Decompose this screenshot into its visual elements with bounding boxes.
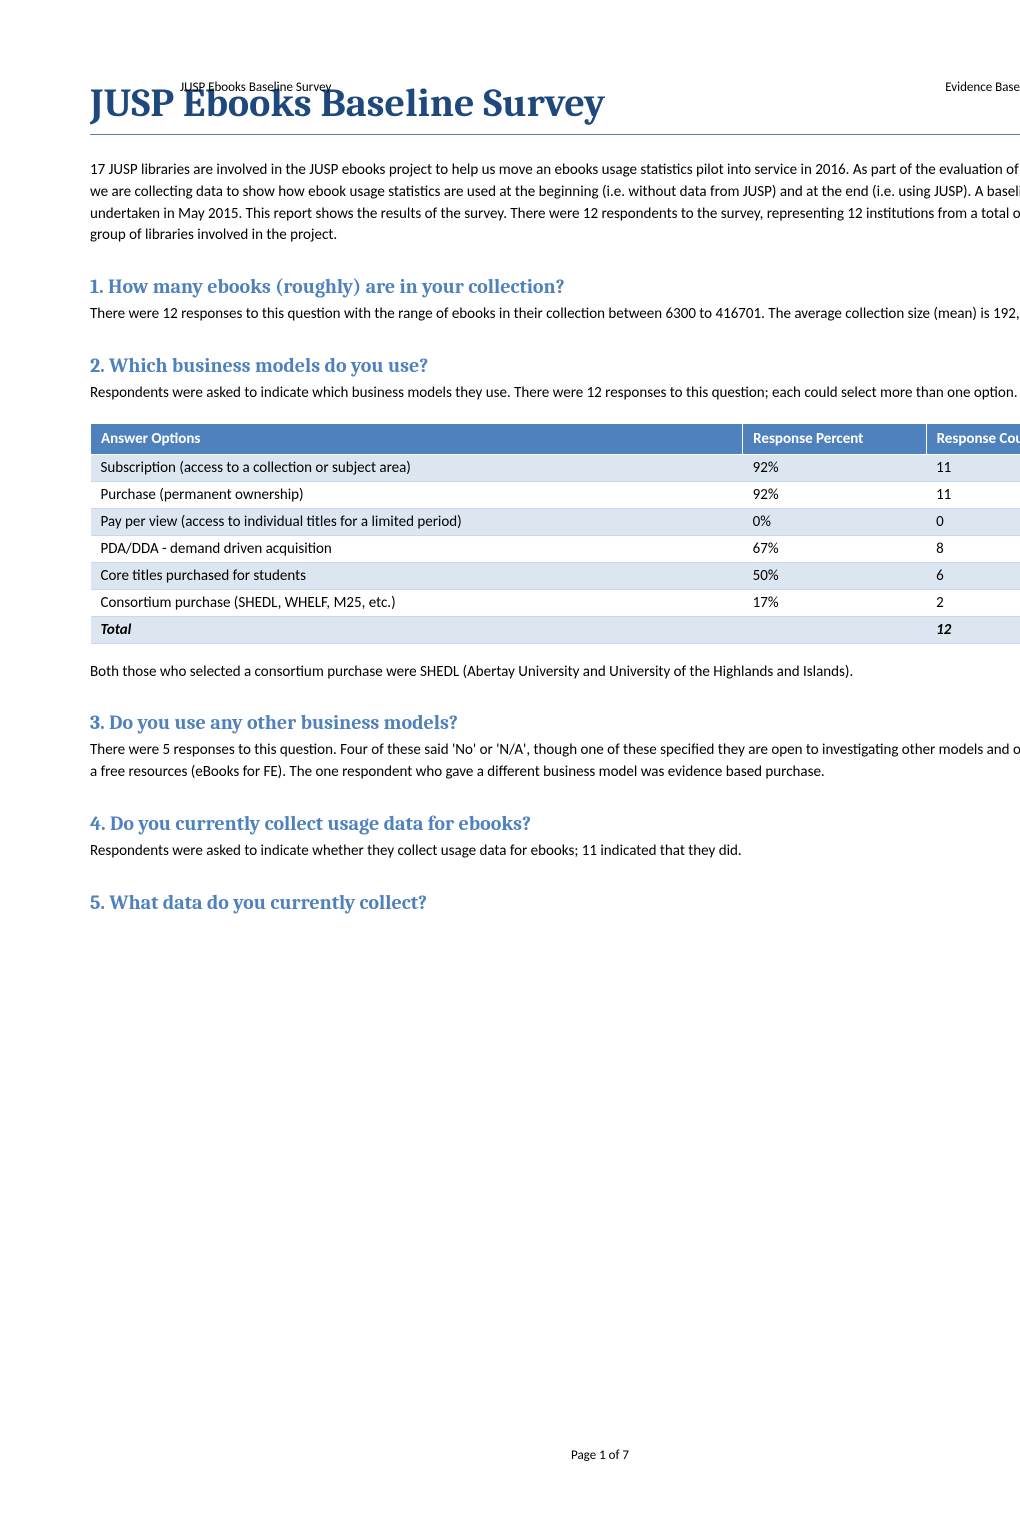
cell-total-label: Total xyxy=(91,616,743,643)
header-right: Evidence Base xyxy=(945,80,1020,95)
page-footer: Page 1 of 7 xyxy=(90,1448,1020,1463)
cell-total-blank xyxy=(743,616,926,643)
section-2-heading: 2. Which business models do you use? xyxy=(90,354,1020,377)
cell-percent: 67% xyxy=(743,535,926,562)
section-4-body: Respondents were asked to indicate wheth… xyxy=(90,841,1020,863)
col-response-count: Response Count xyxy=(926,423,1020,454)
table-row: Core titles purchased for students50%6 xyxy=(91,562,1020,589)
section-4-heading: 4. Do you currently collect usage data f… xyxy=(90,812,1020,835)
cell-count: 8 xyxy=(926,535,1020,562)
cell-count: 2 xyxy=(926,589,1020,616)
table-body: Subscription (access to a collection or … xyxy=(91,454,1020,643)
section-2-body: Respondents were asked to indicate which… xyxy=(90,383,1020,405)
cell-count: 0 xyxy=(926,508,1020,535)
cell-percent: 50% xyxy=(743,562,926,589)
cell-percent: 92% xyxy=(743,454,926,481)
page: JUSP Ebooks Baseline Survey Evidence Bas… xyxy=(90,50,1020,1493)
section-5-heading: 5. What data do you currently collect? xyxy=(90,891,1020,914)
section-3-heading: 3. Do you use any other business models? xyxy=(90,711,1020,734)
table-row: Purchase (permanent ownership)92%11 xyxy=(91,481,1020,508)
content-area: JUSP Ebooks Baseline Survey 17 JUSP libr… xyxy=(90,50,1020,914)
table-row: PDA/DDA - demand driven acquisition67%8 xyxy=(91,535,1020,562)
cell-percent: 0% xyxy=(743,508,926,535)
cell-count: 11 xyxy=(926,481,1020,508)
section-2-aftertable: Both those who selected a consortium pur… xyxy=(90,662,1020,684)
table-row: Pay per view (access to individual title… xyxy=(91,508,1020,535)
intro-paragraph: 17 JUSP libraries are involved in the JU… xyxy=(90,160,1020,247)
cell-option: Core titles purchased for students xyxy=(91,562,743,589)
col-answer-options: Answer Options xyxy=(91,423,743,454)
cell-percent: 92% xyxy=(743,481,926,508)
header-left: JUSP Ebooks Baseline Survey xyxy=(180,80,331,95)
cell-option: Subscription (access to a collection or … xyxy=(91,454,743,481)
section-1-body: There were 12 responses to this question… xyxy=(90,304,1020,326)
cell-count: 11 xyxy=(926,454,1020,481)
cell-count: 6 xyxy=(926,562,1020,589)
table-row: Consortium purchase (SHEDL, WHELF, M25, … xyxy=(91,589,1020,616)
cell-total-count: 12 xyxy=(926,616,1020,643)
business-models-table: Answer Options Response Percent Response… xyxy=(90,423,1020,644)
cell-option: Consortium purchase (SHEDL, WHELF, M25, … xyxy=(91,589,743,616)
table-total-row: Total 12 xyxy=(91,616,1020,643)
col-response-percent: Response Percent xyxy=(743,423,926,454)
cell-option: Pay per view (access to individual title… xyxy=(91,508,743,535)
cell-option: PDA/DDA - demand driven acquisition xyxy=(91,535,743,562)
section-1-heading: 1. How many ebooks (roughly) are in your… xyxy=(90,275,1020,298)
cell-option: Purchase (permanent ownership) xyxy=(91,481,743,508)
table-header-row: Answer Options Response Percent Response… xyxy=(91,423,1020,454)
table-row: Subscription (access to a collection or … xyxy=(91,454,1020,481)
cell-percent: 17% xyxy=(743,589,926,616)
section-3-body: There were 5 responses to this question.… xyxy=(90,740,1020,784)
